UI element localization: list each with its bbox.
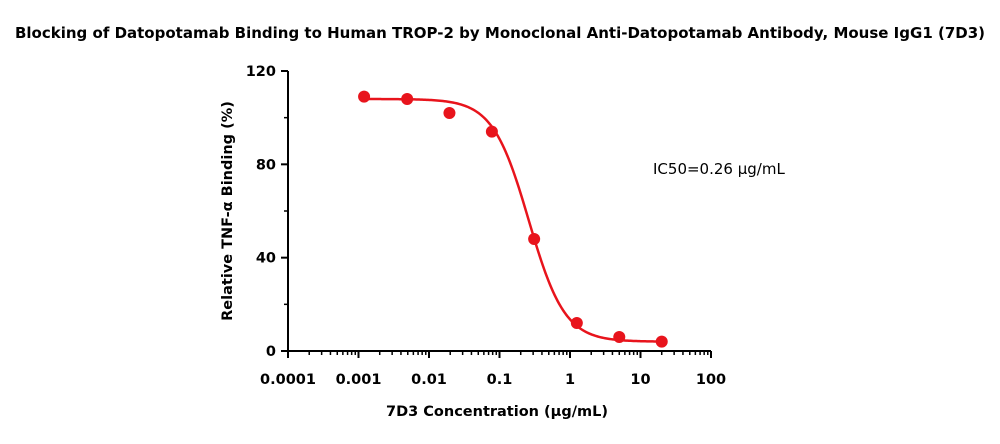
y-ticks: 0 40 80 120	[246, 64, 288, 360]
ic50-annotation: IC50=0.26 µg/mL	[653, 160, 785, 178]
data-point	[655, 335, 668, 348]
data-point	[485, 125, 498, 138]
x-tick-label: 0.0001	[260, 372, 316, 388]
fit-curve	[364, 97, 662, 343]
data-point	[613, 331, 626, 343]
data-point	[358, 90, 371, 103]
x-tick-label: 100	[696, 372, 726, 388]
x-tick-label: 0.001	[336, 372, 382, 388]
y-tick-label: 80	[256, 157, 276, 173]
x-tick-label: 0.1	[487, 372, 513, 388]
y-tick-label: 0	[266, 344, 276, 360]
data-point	[401, 93, 414, 105]
x-tick-label: 10	[630, 372, 650, 388]
x-tick-label: 0.01	[411, 372, 447, 388]
y-tick-label: 120	[246, 64, 276, 80]
data-point	[443, 107, 456, 119]
x-axis-label: 7D3 Concentration (µg/mL)	[386, 404, 608, 420]
axes	[287, 71, 711, 352]
x-tick-label: 1	[565, 372, 575, 388]
y-tick-label: 40	[256, 251, 276, 267]
data-point	[528, 233, 541, 245]
y-axis-label: Relative TNF-α Binding (%)	[220, 101, 236, 321]
data-point	[570, 317, 583, 329]
data-points	[358, 90, 668, 348]
chart-title: Blocking of Datopotamab Binding to Human…	[15, 24, 985, 42]
x-ticks: 0.0001 0.001 0.01 0.1 1 10 100	[260, 351, 726, 388]
